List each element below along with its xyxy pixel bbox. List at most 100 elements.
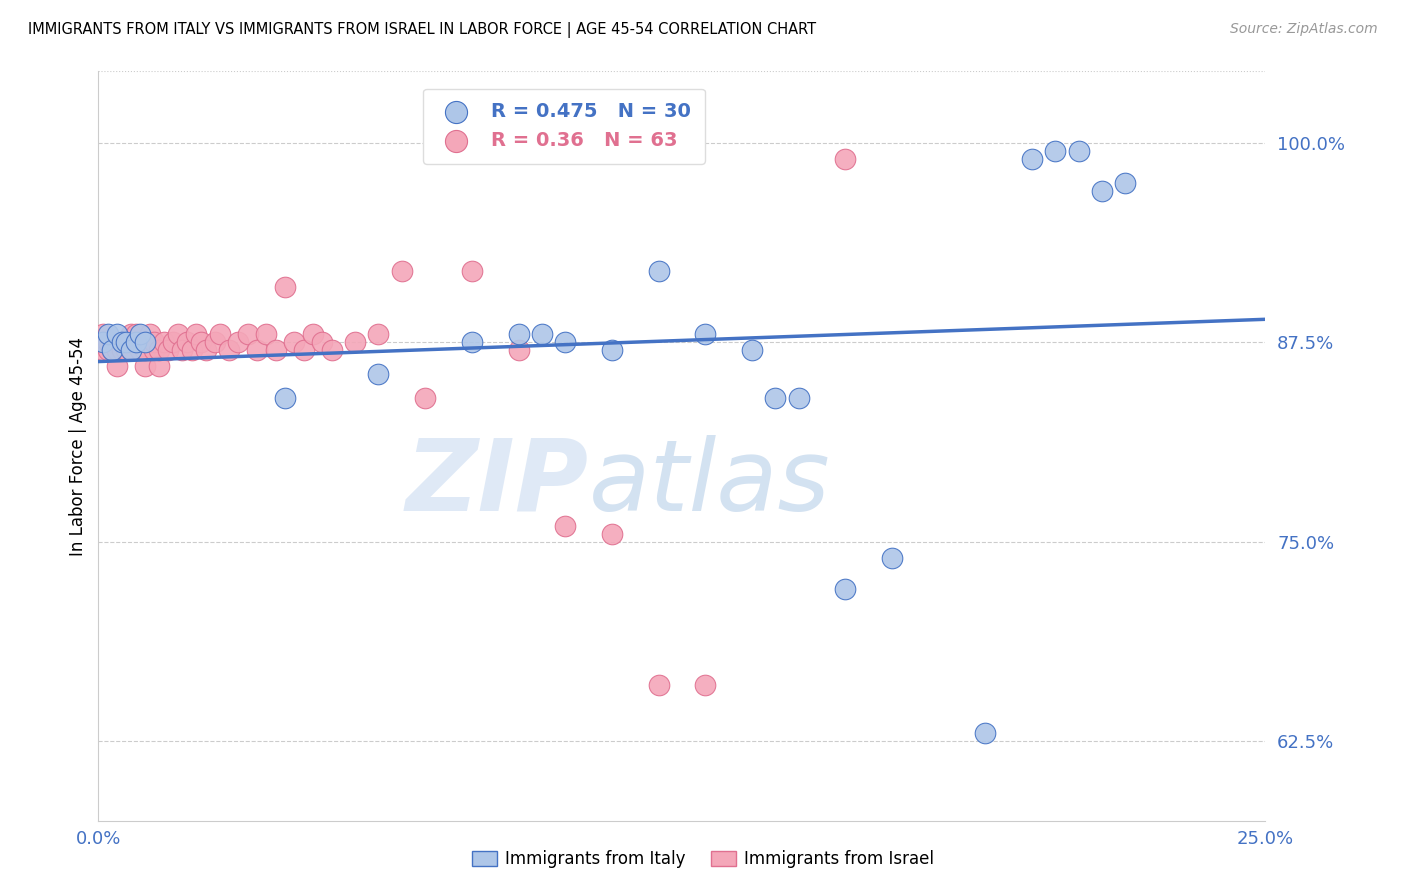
Point [97,335,120,350]
Point [97,327,120,342]
Point [166,327,188,342]
Point [508,327,530,342]
Point [1114,176,1136,190]
Point [105,343,128,358]
Point [292,343,315,358]
Point [974,726,997,740]
Text: atlas: atlas [589,435,830,532]
Point [194,343,217,358]
Point [1091,184,1114,198]
Point [91,327,114,342]
Point [274,279,297,293]
Point [554,335,576,350]
Point [157,343,180,358]
Point [91,343,114,358]
Point [134,359,156,374]
Point [97,343,120,358]
Text: IMMIGRANTS FROM ITALY VS IMMIGRANTS FROM ISRAEL IN LABOR FORCE | AGE 45-54 CORRE: IMMIGRANTS FROM ITALY VS IMMIGRANTS FROM… [28,22,817,38]
Point [125,335,148,350]
Point [115,335,138,350]
Point [246,343,269,358]
Point [530,327,553,342]
Point [344,335,367,350]
Point [367,368,389,382]
Point [162,335,184,350]
Point [228,335,250,350]
Point [413,391,436,405]
Point [834,582,856,597]
Point [120,343,142,358]
Point [274,391,297,405]
Point [695,678,717,692]
Point [101,343,124,358]
Point [101,343,124,358]
Point [139,335,162,350]
Point [600,343,623,358]
Point [600,526,623,541]
Point [143,343,166,358]
Point [741,343,763,358]
Point [367,327,389,342]
Y-axis label: In Labor Force | Age 45-54: In Labor Force | Age 45-54 [69,336,87,556]
Point [834,152,856,166]
Point [134,343,156,358]
Point [186,327,208,342]
Point [204,335,226,350]
Point [264,343,287,358]
Point [148,359,170,374]
Point [139,327,162,342]
Point [391,263,413,277]
Point [1067,144,1090,158]
Point [129,327,152,342]
Point [283,335,305,350]
Point [256,327,278,342]
Point [787,391,810,405]
Point [115,343,138,358]
Point [321,343,343,358]
Point [236,327,259,342]
Legend: Immigrants from Italy, Immigrants from Israel: Immigrants from Italy, Immigrants from I… [465,844,941,875]
Text: ZIP: ZIP [405,435,589,532]
Point [190,335,212,350]
Point [120,343,142,358]
Point [148,343,170,358]
Point [125,335,148,350]
Point [120,327,142,342]
Point [105,359,128,374]
Point [129,343,152,358]
Point [1021,152,1043,166]
Point [101,335,124,350]
Point [554,518,576,533]
Point [91,335,114,350]
Point [508,343,530,358]
Point [176,335,198,350]
Point [172,343,194,358]
Point [208,327,231,342]
Point [115,335,138,350]
Point [111,335,134,350]
Point [134,335,156,350]
Point [91,335,114,350]
Legend: R = 0.475   N = 30, R = 0.36   N = 63: R = 0.475 N = 30, R = 0.36 N = 63 [423,88,704,163]
Point [105,327,128,342]
Point [129,335,152,350]
Point [695,327,717,342]
Point [302,327,325,342]
Point [461,263,484,277]
Point [218,343,240,358]
Point [111,335,134,350]
Point [180,343,202,358]
Point [647,263,669,277]
Point [1045,144,1067,158]
Point [880,550,903,565]
Text: Source: ZipAtlas.com: Source: ZipAtlas.com [1230,22,1378,37]
Point [111,343,134,358]
Point [125,327,148,342]
Point [120,335,142,350]
Point [311,335,333,350]
Point [763,391,786,405]
Point [647,678,669,692]
Point [152,335,174,350]
Point [143,335,166,350]
Point [461,335,484,350]
